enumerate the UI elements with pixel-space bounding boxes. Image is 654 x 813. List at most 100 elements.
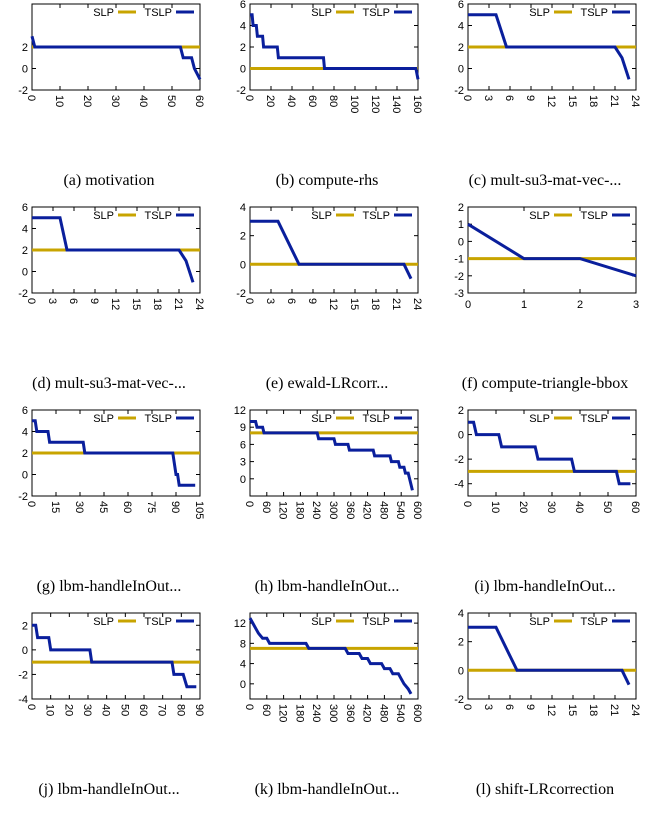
y-tick-label: 2 bbox=[22, 620, 28, 632]
legend: TSLP SLP bbox=[311, 210, 412, 222]
legend-label-slp: SLP bbox=[529, 7, 550, 19]
x-tick-label: 0 bbox=[25, 298, 37, 304]
x-tick-label: 0 bbox=[243, 95, 255, 101]
y-tick-label: 2 bbox=[458, 637, 464, 649]
legend-label-slp: SLP bbox=[311, 413, 332, 425]
x-tick-label: 1 bbox=[521, 299, 527, 311]
x-tick-label: 3 bbox=[264, 298, 276, 304]
legend-label-slp: SLP bbox=[93, 616, 114, 628]
chart-svg: -3 -2 -1 0 1 2 0 1 2 3 TSLP SLP bbox=[454, 202, 639, 311]
legend: TSLP SLP bbox=[311, 413, 412, 425]
subfigure-caption: (a) motivation bbox=[63, 172, 155, 189]
x-tick-label: 0 bbox=[243, 501, 255, 507]
x-tick-label: 9 bbox=[524, 95, 536, 101]
y-tick-label: 0 bbox=[240, 259, 246, 271]
legend-label-slp: SLP bbox=[529, 616, 550, 628]
y-tick-label: 6 bbox=[458, 0, 464, 11]
y-tick-label: 0 bbox=[458, 64, 464, 76]
x-tick-label: 50 bbox=[601, 501, 613, 513]
x-tick-label: 240 bbox=[310, 704, 322, 722]
x-tick-label: 9 bbox=[524, 704, 536, 710]
subfigure-caption: (g) lbm-handleInOut... bbox=[36, 578, 182, 595]
x-tick-label: 70 bbox=[156, 704, 168, 716]
x-tick-label: 60 bbox=[137, 704, 149, 716]
x-tick-label: 40 bbox=[100, 704, 112, 716]
subfigure-caption: (k) lbm-handleInOut... bbox=[254, 781, 400, 798]
chart-panel: -4 -2 0 2 0 10 20 30 40 50 60 TSLP SLP (i) lbm-handle… bbox=[436, 405, 654, 609]
x-tick-label: 60 bbox=[193, 95, 205, 107]
subfigure-caption: (b) compute-rhs bbox=[275, 172, 379, 189]
x-tick-label: 30 bbox=[81, 704, 93, 716]
x-tick-label: 0 bbox=[243, 298, 255, 304]
chart-panel: 0 4 8 12 0 60 120 180 240 300 360 420 480 540 600 TSLP S… bbox=[218, 609, 436, 812]
x-tick-label: 15 bbox=[566, 704, 578, 716]
y-tick-label: 4 bbox=[458, 21, 464, 33]
legend: TSLP SLP bbox=[93, 210, 194, 222]
x-tick-label: 540 bbox=[394, 704, 406, 722]
y-tick-label: 2 bbox=[458, 405, 464, 417]
y-tick-label: 0 bbox=[458, 430, 464, 442]
x-tick-label: 0 bbox=[465, 299, 471, 311]
x-tick-label: 20 bbox=[264, 95, 276, 107]
x-tick-label: 20 bbox=[62, 704, 74, 716]
x-tick-label: 10 bbox=[44, 704, 56, 716]
x-tick-label: 105 bbox=[193, 501, 205, 519]
series-line-tslp bbox=[32, 419, 196, 487]
chart-panel: 0 3 6 9 12 0 60 120 180 240 300 360 420 480 540 600 TSLP… bbox=[218, 405, 436, 609]
x-tick-label: 21 bbox=[390, 298, 402, 310]
x-tick-label: 18 bbox=[587, 704, 599, 716]
legend-label-tslp: TSLP bbox=[362, 210, 390, 222]
x-tick-label: 0 bbox=[461, 95, 473, 101]
x-tick-label: 6 bbox=[503, 704, 515, 710]
y-tick-label: 0 bbox=[240, 679, 246, 691]
x-tick-label: 10 bbox=[489, 501, 501, 513]
legend-label-tslp: TSLP bbox=[362, 616, 390, 628]
x-tick-label: 21 bbox=[608, 704, 620, 716]
plot-frame bbox=[249, 612, 419, 700]
legend: TSLP SLP bbox=[529, 616, 630, 628]
x-tick-label: 0 bbox=[461, 704, 473, 710]
x-tick-label: 140 bbox=[390, 95, 402, 113]
legend-label-slp: SLP bbox=[93, 7, 114, 19]
x-tick-label: 600 bbox=[411, 704, 423, 722]
legend-label-tslp: TSLP bbox=[580, 616, 608, 628]
y-tick-label: 2 bbox=[240, 42, 246, 54]
x-tick-label: 3 bbox=[482, 95, 494, 101]
x-tick-label: 30 bbox=[109, 95, 121, 107]
legend-label-tslp: TSLP bbox=[580, 413, 608, 425]
y-tick-label: -2 bbox=[454, 85, 464, 97]
legend: TSLP SLP bbox=[93, 616, 194, 628]
y-tick-label: -2 bbox=[18, 85, 28, 97]
y-tick-label: 0 bbox=[458, 665, 464, 677]
y-tick-label: 4 bbox=[458, 608, 464, 620]
x-tick-label: 160 bbox=[411, 95, 423, 113]
legend-label-tslp: TSLP bbox=[144, 413, 172, 425]
chart-panel: -2 0 2 4 6 0 3 6 9 12 15 18 21 24 TSLP SLP (d) mult-su3-… bbox=[0, 202, 218, 406]
series-line-tslp bbox=[250, 420, 414, 491]
series-line-tslp bbox=[250, 219, 413, 280]
series-line-tslp bbox=[32, 623, 197, 689]
legend-label-tslp: TSLP bbox=[362, 413, 390, 425]
x-tick-label: 80 bbox=[327, 95, 339, 107]
subfigure-caption: (c) mult-su3-mat-vec-... bbox=[468, 172, 622, 189]
x-tick-label: 60 bbox=[260, 501, 272, 513]
x-tick-label: 0 bbox=[25, 501, 37, 507]
legend-label-tslp: TSLP bbox=[144, 616, 172, 628]
series-line-tslp bbox=[30, 35, 202, 80]
series-line-tslp bbox=[468, 420, 631, 486]
x-tick-label: 240 bbox=[310, 501, 322, 519]
series-line-tslp bbox=[250, 13, 420, 80]
legend: TSLP SLP bbox=[529, 7, 630, 19]
subfigure-caption: (i) lbm-handleInOut... bbox=[474, 578, 616, 595]
x-tick-label: 300 bbox=[327, 501, 339, 519]
chart-panel: -2 0 2 4 6 0 3 6 9 12 15 18 21 24 TSLP SLP (c) mult-su3-… bbox=[436, 0, 654, 203]
x-tick-label: 90 bbox=[169, 501, 181, 513]
series-line-tslp bbox=[248, 617, 413, 695]
x-tick-label: 50 bbox=[118, 704, 130, 716]
series-line-tslp bbox=[32, 216, 195, 283]
x-tick-label: 420 bbox=[361, 501, 373, 519]
x-tick-label: 40 bbox=[137, 95, 149, 107]
